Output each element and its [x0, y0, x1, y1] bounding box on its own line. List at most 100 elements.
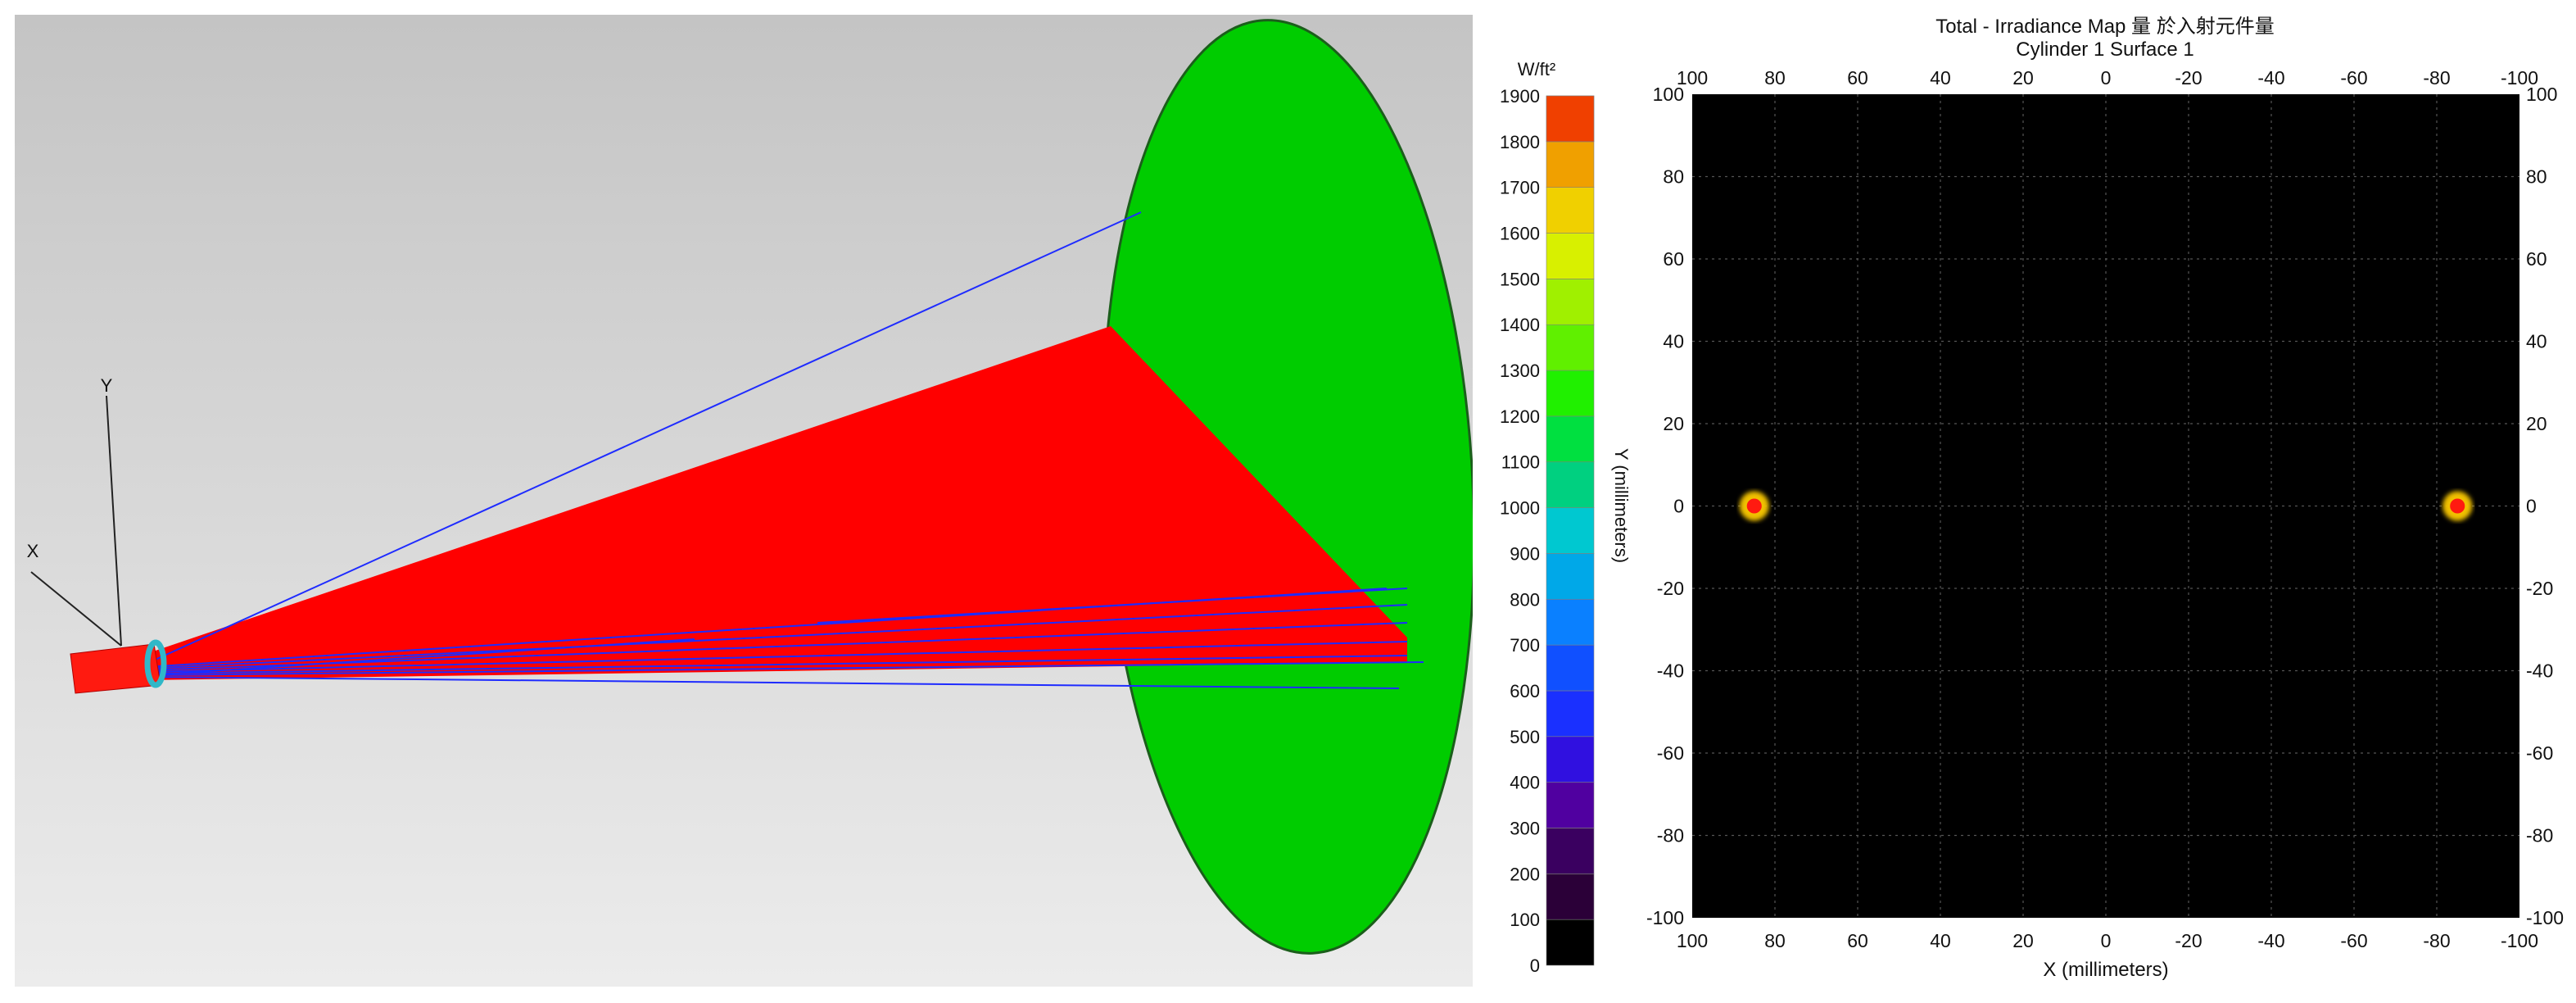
grid-lines — [1692, 94, 2519, 918]
y-tick-label: 40 — [2526, 331, 2547, 352]
colorbar-segment — [1546, 736, 1595, 783]
colorbar-tick-label: 900 — [1510, 543, 1540, 564]
chart-title: Total - Irradiance Map 量 於入射元件量 — [1935, 16, 2274, 38]
colorbar-segment — [1546, 461, 1595, 508]
y-tick-label: 20 — [2526, 413, 2547, 434]
x-ticks-bottom: 100 80 60 40 20 0 -20 -40 -60 -80 -100 — [1677, 930, 2538, 951]
colorbar-segment — [1546, 141, 1595, 188]
colorbar-tick-label: 1700 — [1500, 178, 1540, 198]
y-tick-label: -20 — [2526, 578, 2553, 599]
colorbar-segment — [1546, 415, 1595, 463]
peak-hotspot — [1746, 498, 1762, 514]
x-tick-label: -100 — [2501, 67, 2538, 88]
x-tick-label: -20 — [2175, 930, 2202, 951]
colorbar-tick-label: 500 — [1510, 727, 1540, 747]
colorbar-segment — [1546, 370, 1595, 417]
y-tick-label: 60 — [1663, 248, 1684, 270]
colorbar-ticks: 1900180017001600150014001300120011001000… — [1500, 86, 1540, 976]
colorbar-tick-label: 1000 — [1500, 498, 1540, 519]
colorbar-tick-label: 1800 — [1500, 132, 1540, 152]
colorbar-tick-label: 200 — [1510, 864, 1540, 884]
colorbar-tick-label: 1300 — [1500, 361, 1540, 381]
y-tick-label: -60 — [2526, 742, 2553, 764]
y-tick-label: 40 — [1663, 331, 1684, 352]
colorbar-segment — [1546, 874, 1595, 920]
x-tick-label: -80 — [2423, 930, 2450, 951]
colorbar-segment — [1546, 324, 1595, 371]
colorbar-segment — [1546, 919, 1595, 966]
x-tick-label: -100 — [2501, 930, 2538, 951]
x-axis-label: X — [27, 541, 39, 561]
y-tick-label: 80 — [2526, 166, 2547, 188]
axis-triad — [30, 395, 122, 647]
colorbar-tick-label: 1200 — [1500, 406, 1540, 427]
x-tick-label: -40 — [2257, 67, 2284, 88]
3d-viewport[interactable]: Y X — [15, 15, 1476, 987]
x-tick-label: 80 — [1764, 67, 1786, 88]
colorbar-tick-label: 800 — [1510, 589, 1540, 610]
chart-subtitle: Cylinder 1 Surface 1 — [2016, 39, 2193, 61]
x-tick-label: 60 — [1847, 930, 1868, 951]
y-tick-label: 0 — [2526, 496, 2537, 517]
y-tick-label: -80 — [2526, 825, 2553, 846]
x-tick-label: -60 — [2340, 930, 2367, 951]
colorbar-tick-label: 700 — [1510, 635, 1540, 656]
source-ring — [144, 639, 167, 688]
colorbar-tick-label: 1900 — [1500, 86, 1540, 107]
y-tick-label: -80 — [1657, 825, 1684, 846]
colorbar-tick-label: 1400 — [1500, 315, 1540, 335]
source-cylinder — [70, 639, 167, 694]
x-tick-label: -40 — [2257, 930, 2284, 951]
colorbar-unit: W/ft² — [1518, 59, 1555, 79]
y-tick-label: -100 — [1646, 907, 1684, 928]
x-tick-label: 0 — [2101, 930, 2112, 951]
y-tick-label: -60 — [1657, 742, 1684, 764]
x-tick-label: 40 — [1930, 930, 1951, 951]
y-tick-label: 20 — [1663, 413, 1684, 434]
y-tick-label: 0 — [1673, 496, 1684, 517]
y-tick-label: 60 — [2526, 248, 2547, 270]
y-tick-label: 100 — [1653, 84, 1684, 105]
x-tick-label: 100 — [1677, 67, 1708, 88]
colorbar-tick-label: 1100 — [1501, 452, 1540, 473]
colorbar-segment — [1546, 782, 1595, 828]
x-tick-label: 0 — [2101, 67, 2112, 88]
colorbar-tick-label: 300 — [1510, 818, 1540, 838]
colorbar-segment — [1546, 95, 1595, 143]
irradiance-band — [1739, 491, 2473, 521]
y-axis-label: Y — [101, 375, 113, 396]
colorbar-segment — [1546, 233, 1595, 279]
colorbar — [1546, 95, 1595, 966]
colorbar-segment — [1546, 598, 1595, 646]
y-tick-label: -40 — [2526, 660, 2553, 682]
x-tick-label: 40 — [1930, 67, 1951, 88]
x-tick-label: -20 — [2175, 67, 2202, 88]
ray-traces — [145, 211, 1424, 689]
colorbar-tick-label: 0 — [1530, 955, 1540, 976]
colorbar-tick-label: 1500 — [1500, 269, 1540, 289]
x-tick-label: 80 — [1764, 930, 1786, 951]
colorbar-segment — [1546, 553, 1595, 600]
colorbar-segment — [1546, 187, 1595, 234]
colorbar-segment — [1546, 690, 1595, 738]
colorbar-segment — [1546, 828, 1595, 874]
light-cone — [146, 326, 1407, 680]
y-tick-label: -20 — [1657, 578, 1684, 599]
y-axis-title: Y (millimeters) — [1611, 448, 1632, 563]
y-ticks-left: 100 80 60 40 20 0 -20 -40 -60 -80 -100 — [1646, 84, 1684, 928]
colorbar-tick-label: 400 — [1510, 773, 1540, 793]
y-tick-label: 100 — [2526, 84, 2557, 105]
colorbar-tick-label: 600 — [1510, 681, 1540, 701]
x-tick-label: -80 — [2423, 67, 2450, 88]
y-tick-label: -100 — [2526, 907, 2564, 928]
x-tick-label: 100 — [1677, 930, 1708, 951]
colorbar-tick-label: 100 — [1510, 910, 1540, 930]
y-ticks-right: 100 80 60 40 20 0 -20 -40 -60 -80 -100 — [2526, 84, 2564, 928]
y-tick-label: 80 — [1663, 166, 1684, 188]
x-ticks-top: 100 80 60 40 20 0 -20 -40 -60 -80 -100 — [1677, 67, 2538, 88]
colorbar-segment — [1546, 279, 1595, 325]
y-tick-label: -40 — [1657, 660, 1684, 682]
colorbar-segment — [1546, 644, 1595, 692]
x-tick-label: 20 — [2012, 930, 2034, 951]
